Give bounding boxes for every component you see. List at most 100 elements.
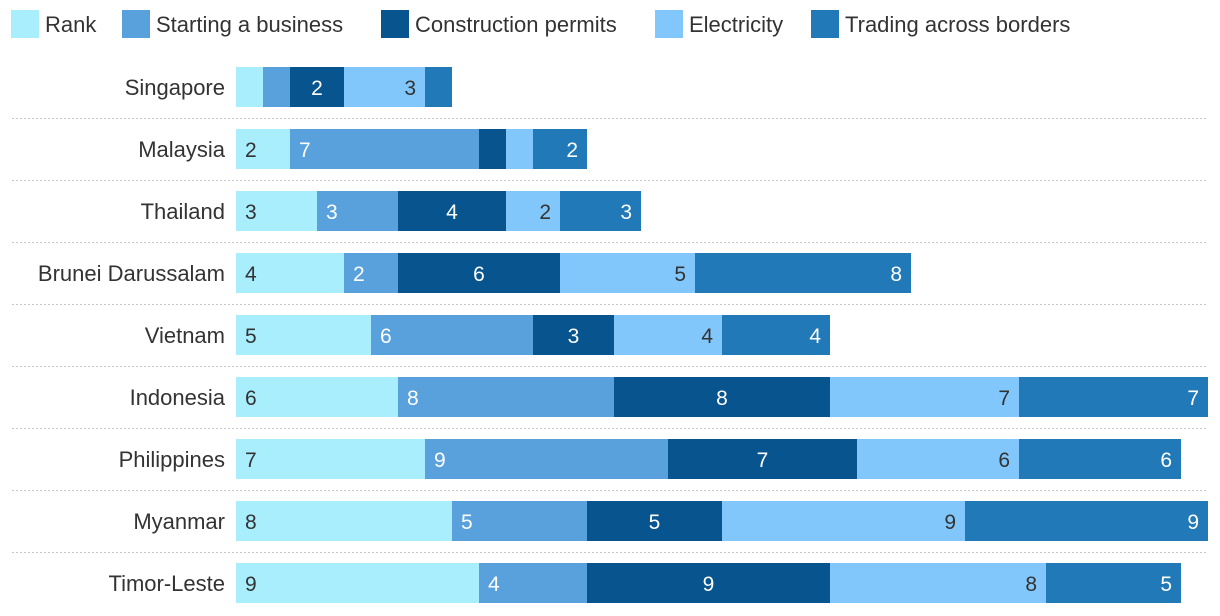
category-label: Singapore bbox=[125, 75, 225, 100]
category-label: Indonesia bbox=[130, 385, 226, 410]
data-label: 4 bbox=[446, 201, 458, 224]
legend-item-starting-a-business: Starting a business bbox=[122, 10, 343, 38]
bar-row-timor-leste: Timor-Leste 9 4 9 8 5 bbox=[108, 563, 1181, 603]
bar-segment-construction-permits bbox=[398, 191, 506, 231]
bar-segment-starting-a-business bbox=[344, 253, 398, 293]
bar-segment-construction-permits bbox=[614, 377, 830, 417]
data-label: 5 bbox=[674, 263, 686, 286]
bar-segment-rank bbox=[236, 439, 425, 479]
category-label: Timor-Leste bbox=[108, 571, 225, 596]
data-label: 9 bbox=[703, 573, 715, 596]
bar-segment-trading-across-borders bbox=[425, 67, 452, 107]
data-label: 3 bbox=[404, 77, 416, 100]
bar-segment-electricity bbox=[857, 439, 1019, 479]
bar-segment-starting-a-business bbox=[317, 191, 398, 231]
bar-segment-electricity bbox=[830, 563, 1046, 603]
bar-segment-trading-across-borders bbox=[965, 501, 1208, 541]
chart-plot-area: Singapore 2 3 Malaysia 2 7 2 Thailand 3 3 4 2 3 Brune… bbox=[12, 67, 1208, 603]
bar-row-brunei-darussalam: Brunei Darussalam 4 2 6 5 8 bbox=[38, 253, 911, 293]
bar-segment-rank bbox=[236, 67, 263, 107]
data-label: 6 bbox=[380, 325, 392, 348]
data-label: 6 bbox=[1160, 449, 1172, 472]
bar-segment-construction-permits bbox=[533, 315, 614, 355]
legend-item-electricity: Electricity bbox=[655, 10, 783, 38]
data-label: 5 bbox=[461, 511, 473, 534]
bar-segment-rank bbox=[236, 253, 344, 293]
bar-row-myanmar: Myanmar 8 5 5 9 9 bbox=[133, 501, 1208, 541]
data-label: 9 bbox=[434, 449, 446, 472]
bar-row-indonesia: Indonesia 6 8 8 7 7 bbox=[130, 377, 1208, 417]
data-label: 9 bbox=[1187, 511, 1199, 534]
bar-segment-rank bbox=[236, 501, 452, 541]
category-label: Brunei Darussalam bbox=[38, 261, 225, 286]
bar-segment-electricity bbox=[344, 67, 425, 107]
bar-segment-electricity bbox=[722, 501, 965, 541]
data-label: 8 bbox=[716, 387, 728, 410]
bar-segment-construction-permits bbox=[587, 501, 722, 541]
data-label: 5 bbox=[1160, 573, 1172, 596]
bar-segment-rank bbox=[236, 563, 479, 603]
bar-row-philippines: Philippines 7 9 7 6 6 bbox=[119, 439, 1181, 479]
legend-swatch bbox=[655, 10, 683, 38]
data-label: 2 bbox=[245, 139, 257, 162]
bar-segment-trading-across-borders bbox=[533, 129, 587, 169]
bar-segment-electricity bbox=[506, 129, 533, 169]
bar-segment-electricity bbox=[560, 253, 695, 293]
bar-segment-rank bbox=[236, 315, 371, 355]
legend-item-rank: Rank bbox=[11, 10, 97, 38]
bar-segment-starting-a-business bbox=[425, 439, 668, 479]
legend-swatch bbox=[11, 10, 39, 38]
category-label: Thailand bbox=[141, 199, 225, 224]
data-label: 4 bbox=[488, 573, 500, 596]
legend-label: Rank bbox=[45, 12, 97, 37]
bar-segment-trading-across-borders bbox=[1046, 563, 1181, 603]
data-label: 6 bbox=[245, 387, 257, 410]
legend-label: Trading across borders bbox=[845, 12, 1070, 37]
data-label: 4 bbox=[245, 263, 257, 286]
data-label: 8 bbox=[890, 263, 902, 286]
data-label: 8 bbox=[407, 387, 419, 410]
data-label: 2 bbox=[311, 77, 323, 100]
data-label: 6 bbox=[473, 263, 485, 286]
bar-segment-electricity bbox=[830, 377, 1019, 417]
bar-segment-starting-a-business bbox=[479, 563, 587, 603]
bar-segment-starting-a-business bbox=[290, 129, 479, 169]
legend-label: Electricity bbox=[689, 12, 783, 37]
bar-segment-construction-permits bbox=[668, 439, 857, 479]
data-label: 9 bbox=[944, 511, 956, 534]
data-label: 7 bbox=[299, 139, 311, 162]
bar-row-singapore: Singapore 2 3 bbox=[125, 67, 452, 107]
data-label: 2 bbox=[566, 139, 578, 162]
data-label: 7 bbox=[1187, 387, 1199, 410]
bar-segment-trading-across-borders bbox=[695, 253, 911, 293]
data-label: 6 bbox=[998, 449, 1010, 472]
chart-legend: Rank Starting a business Construction perm… bbox=[11, 10, 1070, 38]
bar-segment-construction-permits bbox=[479, 129, 506, 169]
data-label: 5 bbox=[649, 511, 661, 534]
data-label: 4 bbox=[701, 325, 713, 348]
category-label: Malaysia bbox=[138, 137, 226, 162]
data-label: 3 bbox=[245, 201, 257, 224]
category-label: Myanmar bbox=[133, 509, 225, 534]
data-label: 5 bbox=[245, 325, 257, 348]
bar-row-malaysia: Malaysia 2 7 2 bbox=[138, 129, 587, 169]
data-label: 9 bbox=[245, 573, 257, 596]
data-label: 8 bbox=[245, 511, 257, 534]
bar-row-thailand: Thailand 3 3 4 2 3 bbox=[141, 191, 641, 231]
data-label: 7 bbox=[245, 449, 257, 472]
legend-swatch bbox=[381, 10, 409, 38]
bar-segment-construction-permits bbox=[398, 253, 560, 293]
data-label: 8 bbox=[1025, 573, 1037, 596]
data-label: 7 bbox=[757, 449, 769, 472]
bar-segment-rank bbox=[236, 191, 317, 231]
bar-row-vietnam: Vietnam 5 6 3 4 4 bbox=[145, 315, 830, 355]
bar-segment-starting-a-business bbox=[371, 315, 533, 355]
bar-segment-trading-across-borders bbox=[1019, 439, 1181, 479]
bar-segment-electricity bbox=[614, 315, 722, 355]
bar-segment-trading-across-borders bbox=[1019, 377, 1208, 417]
category-label: Philippines bbox=[119, 447, 225, 472]
data-label: 2 bbox=[539, 201, 551, 224]
category-label: Vietnam bbox=[145, 323, 225, 348]
bar-segment-trading-across-borders bbox=[560, 191, 641, 231]
bar-segment-starting-a-business bbox=[398, 377, 614, 417]
